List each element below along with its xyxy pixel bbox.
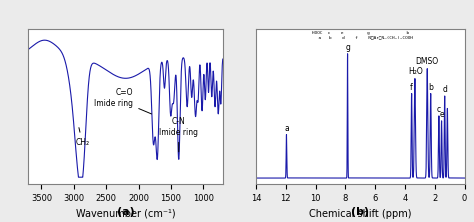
X-axis label: Chemical shift (ppm): Chemical shift (ppm) bbox=[309, 208, 411, 218]
Text: e: e bbox=[439, 110, 444, 119]
Text: g: g bbox=[345, 43, 350, 52]
X-axis label: Wavenumber (cm⁻¹): Wavenumber (cm⁻¹) bbox=[76, 208, 175, 218]
Text: DMSO: DMSO bbox=[416, 57, 439, 66]
Text: f: f bbox=[410, 83, 413, 92]
Text: d: d bbox=[442, 85, 447, 94]
Text: C-N
Imide ring: C-N Imide ring bbox=[159, 117, 198, 152]
Text: (a): (a) bbox=[117, 207, 135, 217]
Text: a: a bbox=[284, 124, 289, 133]
Text: H₂O: H₂O bbox=[408, 67, 423, 76]
Text: c: c bbox=[437, 105, 441, 114]
Text: b: b bbox=[428, 83, 433, 92]
Text: HOOC  c    e         g              b
    a   b    d    f    N□Ar□N—(CH₂)₅COOH: HOOC c e g b a b d f N□Ar□N—(CH₂)₅COOH bbox=[308, 31, 413, 40]
Text: (b): (b) bbox=[351, 207, 369, 217]
Text: CH₂: CH₂ bbox=[75, 128, 89, 147]
Text: C=O
Imide ring: C=O Imide ring bbox=[94, 88, 152, 114]
